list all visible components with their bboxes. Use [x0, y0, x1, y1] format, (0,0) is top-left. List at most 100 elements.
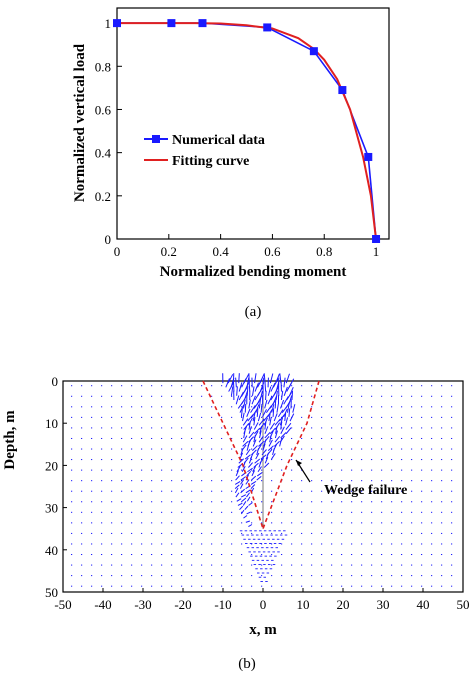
grid-vector-dot [181, 416, 183, 418]
displacement-vector [250, 480, 257, 485]
grid-vector-dot [181, 480, 183, 482]
grid-vector-dot [431, 480, 433, 482]
displacement-vector [251, 386, 255, 396]
grid-vector-dot [421, 522, 423, 524]
grid-vector-dot [311, 532, 313, 534]
grid-vector-dot [371, 532, 373, 534]
grid-vector-dot [301, 490, 303, 492]
x-tick-label-b: 20 [337, 597, 350, 612]
grid-vector-dot [221, 564, 223, 566]
grid-vector-dot [371, 554, 373, 556]
grid-vector-dot [331, 448, 333, 450]
grid-vector-dot [281, 511, 283, 513]
grid-vector-dot [411, 532, 413, 534]
grid-vector-dot [441, 385, 443, 387]
grid-vector-dot [131, 490, 133, 492]
displacement-vector [257, 378, 263, 388]
grid-vector-dot [141, 459, 143, 461]
displacement-vector [240, 448, 244, 456]
grid-vector-dot [291, 532, 293, 534]
grid-vector-dot [311, 437, 313, 439]
y-tick-label-b: 30 [45, 501, 58, 516]
grid-vector-dot [301, 532, 303, 534]
x-tick-label-b: -20 [174, 597, 191, 612]
grid-vector-dot [171, 501, 173, 503]
grid-vector-dot [101, 522, 103, 524]
grid-vector-dot [181, 543, 183, 545]
grid-vector-dot [211, 543, 213, 545]
grid-vector-dot [81, 448, 83, 450]
grid-vector-dot [441, 501, 443, 503]
displacement-vector [246, 470, 252, 477]
grid-vector-dot [341, 395, 343, 397]
grid-vector-dot [411, 554, 413, 556]
displacement-vector [258, 399, 261, 409]
displacement-vector [277, 409, 284, 418]
grid-vector-dot [431, 564, 433, 566]
displacement-vector [285, 422, 292, 430]
grid-vector-dot [271, 480, 273, 482]
grid-vector-dot [291, 437, 293, 439]
grid-vector-dot [291, 564, 293, 566]
grid-vector-dot [431, 385, 433, 387]
grid-vector-dot [111, 522, 113, 524]
grid-vector-dot [81, 480, 83, 482]
displacement-vector [246, 492, 250, 498]
x-tick-label-b: 50 [457, 597, 470, 612]
grid-vector-dot [231, 480, 233, 482]
displacement-vector [279, 414, 285, 422]
grid-vector-dot [261, 385, 263, 387]
grid-vector-dot [391, 585, 393, 587]
grid-vector-dot [231, 437, 233, 439]
displacement-vector [227, 374, 234, 384]
displacement-vector [248, 399, 251, 409]
grid-vector-dot [211, 511, 213, 513]
x-tick-label-b: -50 [54, 597, 71, 612]
data-point-numerical [113, 19, 121, 28]
displacement-vector [253, 462, 259, 468]
displacement-vector [243, 430, 246, 439]
x-tick-label-a: 0.8 [316, 244, 332, 259]
displacement-vector [273, 440, 280, 447]
grid-vector-dot [381, 480, 383, 482]
grid-vector-dot [231, 564, 233, 566]
grid-vector-dot [111, 427, 113, 429]
grid-vector-dot [71, 511, 73, 513]
grid-vector-dot [341, 437, 343, 439]
grid-vector-dot [111, 459, 113, 461]
grid-vector-dot [251, 427, 253, 429]
grid-vector-dot [221, 437, 223, 439]
grid-vector-dot [331, 427, 333, 429]
grid-vector-dot [411, 522, 413, 524]
legend-label-numerical: Numerical data [172, 133, 265, 148]
displacement-vector [234, 484, 240, 489]
grid-vector-dot [241, 575, 243, 577]
grid-vector-dot [441, 543, 443, 545]
grid-vector-dot [241, 522, 243, 524]
grid-vector-dot [401, 543, 403, 545]
grid-vector-dot [431, 490, 433, 492]
grid-vector-dot [101, 564, 103, 566]
displacement-vector [234, 487, 239, 494]
grid-vector-dot [71, 406, 73, 408]
displacement-vector [263, 462, 270, 468]
displacement-vector [248, 421, 251, 430]
grid-vector-dot [251, 575, 253, 577]
grid-vector-dot [181, 469, 183, 471]
grid-vector-dot [111, 416, 113, 418]
grid-vector-dot [161, 469, 163, 471]
grid-vector-dot [201, 490, 203, 492]
y-tick-label-b: 10 [45, 416, 58, 431]
grid-vector-dot [421, 575, 423, 577]
grid-vector-dot [381, 522, 383, 524]
grid-vector-dot [441, 437, 443, 439]
grid-vector-dot [161, 448, 163, 450]
grid-vector-dot [331, 469, 333, 471]
grid-vector-dot [311, 427, 313, 429]
grid-vector-dot [151, 469, 153, 471]
grid-vector-dot [281, 585, 283, 587]
grid-vector-dot [71, 427, 73, 429]
displacement-vector [235, 395, 240, 405]
grid-vector-dot [361, 522, 363, 524]
legend-marker-numerical [152, 135, 160, 143]
